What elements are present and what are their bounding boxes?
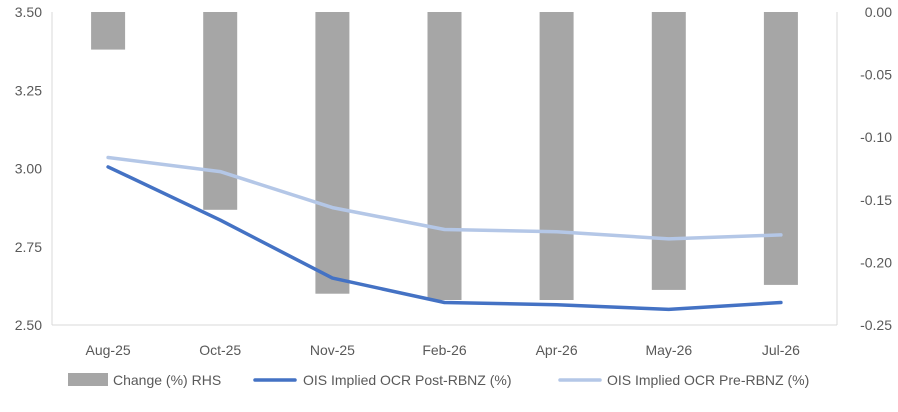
left-axis: 2.50 2.75 3.00 3.25 3.50 bbox=[15, 4, 53, 333]
left-tick-label: 3.50 bbox=[15, 4, 42, 20]
legend-label-change: Change (%) RHS bbox=[113, 372, 221, 388]
legend-label-post-rbnz: OIS Implied OCR Post-RBNZ (%) bbox=[303, 372, 511, 388]
legend-swatch-change bbox=[68, 373, 108, 386]
left-tick-label: 3.25 bbox=[15, 82, 42, 98]
right-axis: -0.25 -0.20 -0.15 -0.10 -0.05 0.00 bbox=[836, 4, 892, 333]
x-tick-label: Aug-25 bbox=[86, 342, 131, 358]
right-tick-label: -0.15 bbox=[860, 192, 892, 208]
right-tick-label: -0.05 bbox=[860, 67, 892, 83]
left-tick-label: 3.00 bbox=[15, 161, 42, 177]
legend: Change (%) RHS OIS Implied OCR Post-RBNZ … bbox=[68, 372, 809, 388]
left-tick-label: 2.75 bbox=[15, 239, 42, 255]
lines-layer bbox=[106, 155, 783, 312]
x-tick-label: Nov-25 bbox=[310, 342, 355, 358]
x-tick-label: Oct-25 bbox=[199, 342, 241, 358]
bar-apr-26 bbox=[539, 12, 574, 300]
bar-jul-26 bbox=[763, 12, 798, 285]
bars-layer bbox=[91, 12, 798, 300]
right-tick-label: 0.00 bbox=[865, 4, 892, 20]
bar-oct-25 bbox=[203, 12, 238, 210]
left-tick-label: 2.50 bbox=[15, 317, 42, 333]
x-tick-label: Jul-26 bbox=[762, 342, 800, 358]
right-tick-label: -0.20 bbox=[860, 254, 892, 270]
legend-label-pre-rbnz: OIS Implied OCR Pre-RBNZ (%) bbox=[607, 372, 809, 388]
x-axis: Aug-25 Oct-25 Nov-25 Feb-26 Apr-26 May-26 Jul-… bbox=[52, 324, 837, 358]
line-pre-rbnz bbox=[106, 155, 783, 241]
x-tick-label: Feb-26 bbox=[422, 342, 467, 358]
right-tick-label: -0.25 bbox=[860, 317, 892, 333]
bar-aug-25 bbox=[91, 12, 126, 50]
bar-feb-26 bbox=[427, 12, 462, 300]
right-tick-label: -0.10 bbox=[860, 129, 892, 145]
x-tick-label: Apr-26 bbox=[536, 342, 578, 358]
line-post-rbnz bbox=[106, 165, 783, 312]
x-tick-label: May-26 bbox=[645, 342, 692, 358]
bar-nov-25 bbox=[315, 12, 350, 294]
bar-may-26 bbox=[651, 12, 686, 290]
